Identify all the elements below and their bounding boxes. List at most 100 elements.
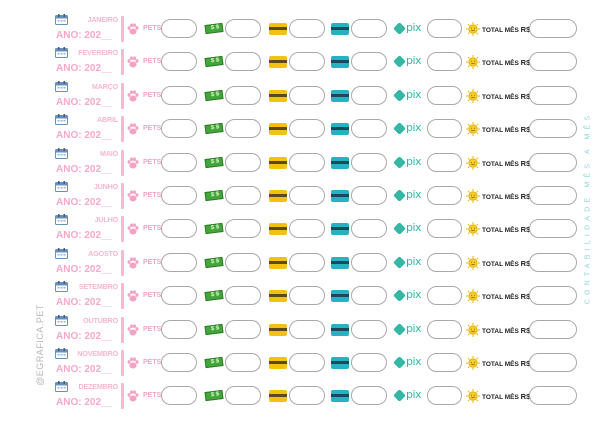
total-amount-field[interactable] <box>529 286 577 306</box>
debit-card-amount-field[interactable] <box>351 353 387 372</box>
pix-amount-field[interactable] <box>427 319 462 339</box>
total-amount-field[interactable] <box>529 152 577 172</box>
total-amount-field[interactable] <box>529 119 577 139</box>
debit-card-amount-field[interactable] <box>351 85 387 105</box>
cash-amount-field[interactable] <box>225 119 261 139</box>
pets-amount-field[interactable] <box>161 353 197 372</box>
pets-amount-field[interactable] <box>161 252 197 272</box>
debit-card-amount-field[interactable] <box>351 252 387 272</box>
calendar-icon <box>55 314 68 326</box>
credit-card-amount-field[interactable] <box>289 252 325 272</box>
debit-card-amount-field[interactable] <box>351 186 387 205</box>
calendar-icon <box>55 47 68 59</box>
pets-amount-field[interactable] <box>161 219 197 239</box>
debit-card-amount-field[interactable] <box>351 52 387 72</box>
pix-amount-field[interactable] <box>427 353 462 372</box>
debit-card-amount-field[interactable] <box>351 319 387 339</box>
debit-card-amount-field[interactable] <box>351 219 387 239</box>
cash-amount-field[interactable] <box>225 319 261 339</box>
credit-card-amount-field[interactable] <box>289 85 325 105</box>
pets-amount-field[interactable] <box>161 319 197 339</box>
pix-amount-field[interactable] <box>427 219 462 239</box>
debit-card-amount-field[interactable] <box>351 386 387 406</box>
total-amount-field[interactable] <box>529 85 577 105</box>
pets-amount-field[interactable] <box>161 52 197 72</box>
year-label: ANO: 202__ <box>56 63 113 75</box>
paw-icon <box>127 223 139 235</box>
pix-amount-field[interactable] <box>427 286 462 306</box>
credit-card-amount-field[interactable] <box>289 186 325 205</box>
cash-amount-field[interactable] <box>225 252 261 272</box>
pix-amount-field[interactable] <box>427 152 462 172</box>
year-label: ANO: 202__ <box>56 30 113 41</box>
credit-card-amount-field[interactable] <box>289 353 325 372</box>
debit-card-icon <box>331 290 349 303</box>
debit-card-amount-field[interactable] <box>351 19 387 38</box>
month-name: JANEIRO <box>87 15 118 24</box>
year-label: ANO: 202__ <box>56 197 113 208</box>
pix-icon <box>393 55 406 69</box>
cash-amount-field[interactable] <box>225 52 261 72</box>
pets-amount-field[interactable] <box>161 85 197 105</box>
credit-card-icon <box>269 290 287 303</box>
year-label: ANO: 202__ <box>56 263 113 275</box>
year-label: ANO: 202__ <box>56 130 113 142</box>
total-amount-field[interactable] <box>529 19 577 38</box>
month-name: JULHO <box>94 215 119 225</box>
paw-icon <box>127 156 139 169</box>
cash-amount-field[interactable] <box>225 353 261 372</box>
credit-card-amount-field[interactable] <box>289 152 325 172</box>
credit-card-amount-field[interactable] <box>289 219 325 239</box>
calendar-icon <box>55 247 68 259</box>
credit-card-amount-field[interactable] <box>289 386 325 406</box>
cash-amount-field[interactable] <box>225 286 261 306</box>
total-amount-field[interactable] <box>529 386 577 406</box>
debit-card-icon <box>331 256 349 269</box>
pix-amount-field[interactable] <box>427 52 462 72</box>
pix-icon <box>393 189 406 202</box>
pix-icon <box>393 289 406 303</box>
total-amount-field[interactable] <box>529 186 577 205</box>
credit-card-amount-field[interactable] <box>289 286 325 306</box>
year-label: ANO: 202__ <box>56 297 113 309</box>
month-name: DEZEMBRO <box>78 382 118 392</box>
total-amount-field[interactable] <box>529 52 577 72</box>
pix-amount-field[interactable] <box>427 386 462 406</box>
year-label: ANO: 202__ <box>56 364 113 375</box>
pix-amount-field[interactable] <box>427 85 462 105</box>
total-amount-field[interactable] <box>529 219 577 239</box>
pix-amount-field[interactable] <box>427 119 462 139</box>
pets-amount-field[interactable] <box>161 286 197 306</box>
cash-amount-field[interactable] <box>225 152 261 172</box>
credit-card-amount-field[interactable] <box>289 319 325 339</box>
pets-amount-field[interactable] <box>161 19 197 38</box>
pets-amount-field[interactable] <box>161 386 197 406</box>
cash-amount-field[interactable] <box>225 85 261 105</box>
debit-card-icon <box>331 357 349 369</box>
pets-amount-field[interactable] <box>161 186 197 205</box>
cash-amount-field[interactable] <box>225 19 261 38</box>
pets-amount-field[interactable] <box>161 119 197 139</box>
cash-amount-field[interactable] <box>225 186 261 205</box>
divider <box>121 283 124 310</box>
divider <box>121 350 124 376</box>
cash-amount-field[interactable] <box>225 386 261 406</box>
total-amount-field[interactable] <box>529 319 577 339</box>
cash-amount-field[interactable] <box>225 219 261 239</box>
sun-coin-icon <box>466 88 480 103</box>
debit-card-amount-field[interactable] <box>351 286 387 306</box>
credit-card-amount-field[interactable] <box>289 119 325 139</box>
pix-amount-field[interactable] <box>427 252 462 272</box>
pix-amount-field[interactable] <box>427 19 462 38</box>
credit-card-amount-field[interactable] <box>289 19 325 38</box>
credit-card-amount-field[interactable] <box>289 52 325 72</box>
total-amount-field[interactable] <box>529 252 577 272</box>
debit-card-amount-field[interactable] <box>351 119 387 139</box>
pets-amount-field[interactable] <box>161 152 197 172</box>
debit-card-amount-field[interactable] <box>351 152 387 172</box>
credit-card-icon <box>269 156 287 169</box>
divider <box>121 316 124 343</box>
total-amount-field[interactable] <box>529 353 577 372</box>
pix-amount-field[interactable] <box>427 186 462 205</box>
cash-icon: $ $ <box>204 256 224 268</box>
